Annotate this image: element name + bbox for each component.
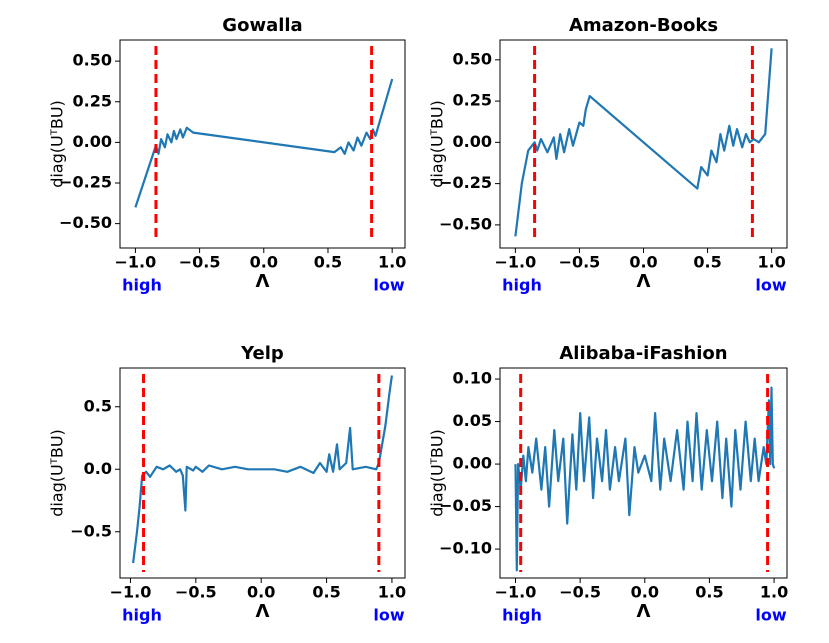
x-tick-label: −1.0 xyxy=(115,253,157,272)
axes-frame xyxy=(119,367,406,579)
annotation-low: low xyxy=(755,276,786,295)
y-tick-label: −0.10 xyxy=(439,539,492,558)
y-tick-label: −0.05 xyxy=(439,496,492,515)
data-line xyxy=(134,78,394,208)
x-axis-label: Λ xyxy=(256,601,270,622)
x-tick-label: −1.0 xyxy=(495,583,537,602)
x-tick-label: 0.5 xyxy=(693,253,721,272)
y-tick-label: 0.00 xyxy=(453,132,492,151)
data-line xyxy=(514,48,773,237)
x-tick-label: 0.0 xyxy=(250,253,278,272)
subplot-title: Gowalla xyxy=(222,15,302,36)
x-axis-label: Λ xyxy=(256,271,270,292)
y-axis-label: diag(UᵀBU) xyxy=(428,100,447,188)
annotation-high: high xyxy=(502,276,542,295)
x-tick-label: −1.0 xyxy=(110,583,152,602)
y-tick-label: −0.5 xyxy=(70,521,112,540)
y-tick-label: 0.10 xyxy=(453,369,492,388)
subplot-title: Yelp xyxy=(240,343,284,364)
x-tick-label: −0.5 xyxy=(179,253,221,272)
y-tick-label: −0.25 xyxy=(439,173,492,192)
x-axis-label: Λ xyxy=(637,271,651,292)
x-tick-label: 0.0 xyxy=(631,583,659,602)
subplot-title: Amazon-Books xyxy=(569,15,718,36)
annotation-high: high xyxy=(502,606,542,625)
x-tick-label: 1.0 xyxy=(378,583,406,602)
annotation-low: low xyxy=(755,606,786,625)
x-tick-label: −1.0 xyxy=(495,253,537,272)
x-tick-label: 0.5 xyxy=(314,253,342,272)
x-tick-label: 0.5 xyxy=(695,583,723,602)
data-line xyxy=(132,375,393,564)
y-axis-label: diag(UᵀBU) xyxy=(48,100,67,188)
x-tick-label: 1.0 xyxy=(757,253,785,272)
annotation-high: high xyxy=(122,276,162,295)
y-tick-label: 0.50 xyxy=(73,51,112,70)
y-tick-label: −0.50 xyxy=(59,213,112,232)
y-tick-label: 0.25 xyxy=(453,91,492,110)
annotation-low: low xyxy=(373,276,404,295)
axes-frame xyxy=(499,367,788,579)
y-tick-label: 0.00 xyxy=(73,132,112,151)
y-tick-label: 0.25 xyxy=(73,91,112,110)
annotation-low: low xyxy=(373,606,404,625)
x-tick-label: 1.0 xyxy=(760,583,788,602)
annotation-high: high xyxy=(122,606,162,625)
x-tick-label: 0.5 xyxy=(312,583,340,602)
y-tick-label: 0.5 xyxy=(84,396,112,415)
axes-frame xyxy=(119,39,406,249)
y-axis-label: diag(UᵀBU) xyxy=(48,429,67,517)
x-tick-label: 0.0 xyxy=(247,583,275,602)
y-tick-label: 0.00 xyxy=(453,454,492,473)
x-tick-label: −0.5 xyxy=(559,253,601,272)
x-tick-label: 1.0 xyxy=(378,253,406,272)
subplot-title: Alibaba-iFashion xyxy=(559,343,727,364)
y-tick-label: 0.50 xyxy=(453,49,492,68)
data-line xyxy=(514,386,776,572)
x-tick-label: −0.5 xyxy=(559,583,601,602)
y-tick-label: 0.0 xyxy=(84,459,112,478)
axes-frame xyxy=(499,39,788,249)
y-tick-label: 0.05 xyxy=(453,411,492,430)
y-tick-label: −0.25 xyxy=(59,173,112,192)
x-axis-label: Λ xyxy=(637,601,651,622)
y-axis-label: diag(UᵀBU) xyxy=(428,429,447,517)
x-tick-label: 0.0 xyxy=(629,253,657,272)
y-tick-label: −0.50 xyxy=(439,214,492,233)
x-tick-label: −0.5 xyxy=(175,583,217,602)
